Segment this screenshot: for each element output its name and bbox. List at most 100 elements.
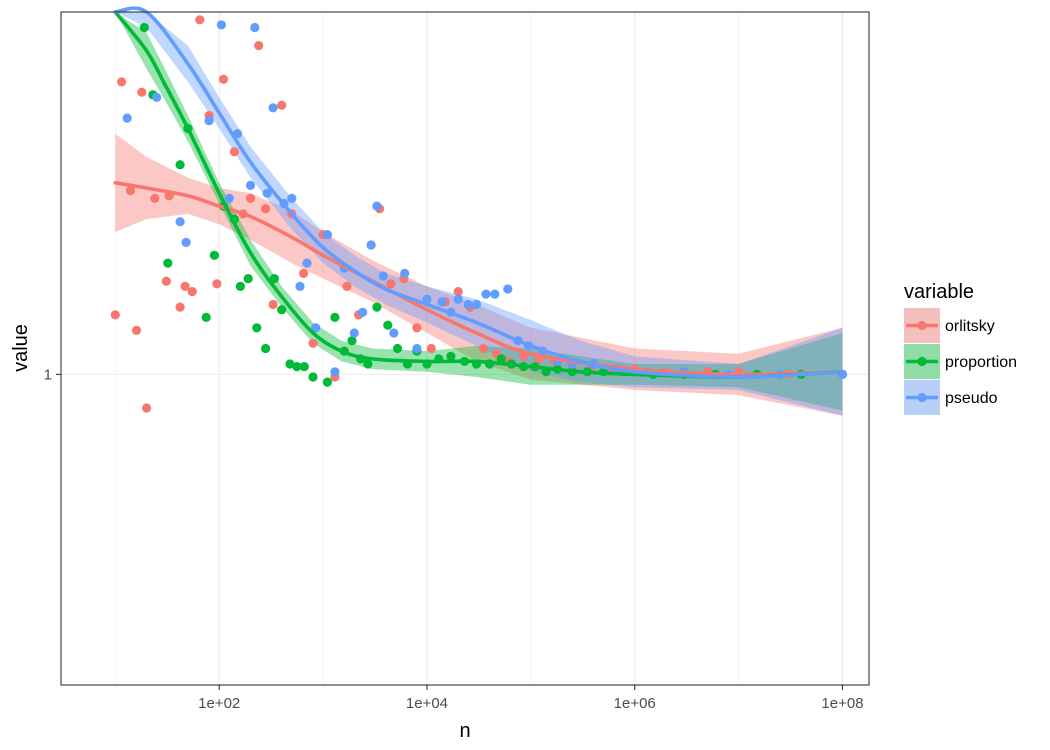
proportion-point [308, 372, 318, 382]
proportion-point [209, 250, 219, 260]
orlitsky-point [478, 343, 489, 354]
pseudo-point [349, 328, 359, 338]
pseudo-point [503, 284, 513, 294]
proportion-point [392, 343, 403, 354]
orlitsky-point [261, 204, 271, 214]
orlitsky-point [245, 193, 256, 203]
smooth-lines [113, 6, 845, 379]
proportion-point [261, 343, 271, 354]
proportion-point [277, 305, 287, 315]
pseudo-point [216, 20, 226, 30]
proportion-point [330, 312, 340, 322]
pseudo-point [295, 281, 305, 291]
proportion-point [292, 362, 302, 372]
proportion-point [235, 281, 245, 291]
pseudo-point [358, 307, 368, 317]
pseudo-point [224, 193, 234, 203]
pseudo-point [463, 299, 473, 310]
pseudo-point [437, 297, 447, 307]
legend-keys: orlitsky proportion pseudo [904, 308, 1017, 415]
pseudo-point [262, 188, 272, 198]
pseudo-point [400, 268, 410, 278]
proportion-smooth-line [113, 10, 845, 379]
proportion-point [299, 362, 309, 372]
pseudo-point [245, 180, 256, 190]
orlitsky-point [277, 100, 287, 110]
orlitsky-point [218, 74, 229, 84]
orlitsky-point [117, 77, 127, 87]
proportion-point [243, 274, 253, 284]
x-tick-label: 1e+02 [198, 695, 240, 712]
orlitsky-point [386, 279, 396, 289]
x-tick-label: 1e+08 [821, 695, 863, 712]
pseudo-point [366, 240, 376, 250]
proportion-point [383, 320, 393, 330]
orlitsky-point [229, 147, 239, 157]
proportion-point [322, 377, 332, 387]
x-axis: 1e+02 1e+04 1e+06 1e+08 [198, 685, 864, 712]
orlitsky-point [426, 343, 436, 354]
proportion-point [252, 323, 262, 333]
y-axis: 1 [44, 366, 61, 383]
proportion-point [163, 258, 173, 268]
legend-item-orlitsky: orlitsky [904, 308, 995, 343]
pseudo-point [250, 22, 260, 33]
orlitsky-point [254, 41, 264, 51]
orlitsky-point [150, 193, 160, 203]
proportion-point [372, 302, 382, 312]
x-tick-label: 1e+04 [406, 695, 448, 712]
pseudo-point [490, 289, 500, 299]
orlitsky-point [299, 268, 309, 278]
orlitsky-confidence-band [115, 133, 843, 416]
orlitsky-point [125, 186, 136, 196]
proportion-point [175, 160, 185, 170]
legend-label: orlitsky [945, 318, 995, 335]
legend-label: proportion [945, 354, 1017, 371]
proportion-point [269, 274, 279, 284]
orlitsky-point [412, 323, 422, 333]
proportion-point [139, 22, 149, 33]
pseudo-point [330, 367, 340, 377]
legend-key-point [917, 392, 927, 403]
proportion-confidence-band [115, 12, 843, 411]
plot-panel [60, 6, 870, 686]
proportion-point [201, 312, 211, 322]
proportion-point [446, 351, 456, 361]
legend-item-proportion: proportion [904, 344, 1017, 379]
proportion-point [496, 354, 506, 364]
pseudo-point [378, 271, 388, 281]
pseudo-point [122, 113, 132, 123]
legend-key-point [917, 356, 927, 367]
pseudo-point [481, 289, 491, 299]
pseudo-smooth-line [113, 6, 845, 379]
pseudo-point [152, 92, 162, 102]
orlitsky-point [142, 403, 152, 413]
pseudo-point [268, 103, 278, 113]
orlitsky-point [180, 281, 190, 291]
orlitsky-point [137, 87, 147, 97]
orlitsky-point [195, 15, 205, 25]
pseudo-point [471, 299, 482, 310]
pseudo-point [453, 294, 463, 304]
pseudo-point [372, 201, 382, 211]
orlitsky-point [131, 325, 142, 335]
y-axis-title: value [10, 324, 32, 372]
pseudo-point [287, 193, 297, 203]
legend-title: variable [904, 281, 974, 303]
orlitsky-point [161, 276, 171, 286]
legend-label: pseudo [945, 390, 998, 407]
pseudo-point [204, 116, 214, 126]
pseudo-point [175, 217, 185, 227]
orlitsky-point [308, 338, 318, 348]
orlitsky-point [187, 287, 197, 297]
pseudo-point [302, 258, 312, 268]
x-tick-label: 1e+06 [614, 695, 656, 712]
pseudo-point [322, 230, 332, 240]
orlitsky-point [212, 279, 222, 289]
panel-background [61, 12, 869, 685]
legend-item-pseudo: pseudo [904, 380, 998, 415]
orlitsky-point [268, 299, 278, 310]
legend-key-point [917, 320, 927, 331]
orlitsky-point [453, 287, 463, 297]
